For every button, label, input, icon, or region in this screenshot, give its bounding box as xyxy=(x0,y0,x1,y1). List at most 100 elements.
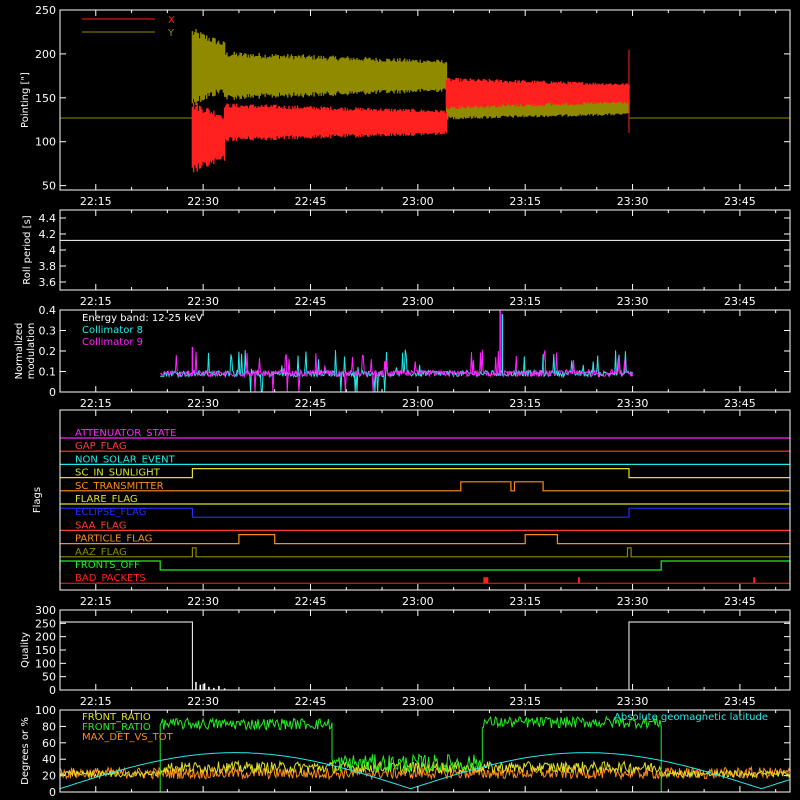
quality-xtick-label: 22:30 xyxy=(187,695,219,708)
roll-xtick-label: 22:30 xyxy=(187,295,219,308)
ratios-legend-label-latitude: Absolute geomagnetic latitude xyxy=(614,712,768,723)
modulation-xtick-label: 22:45 xyxy=(295,397,327,410)
flags-line-sc-in-sunlight xyxy=(60,468,790,479)
flags-bad-packet-mark xyxy=(483,577,489,584)
flags-label-bad-packets: BAD_PACKETS xyxy=(75,573,146,584)
pointing-ytick-label: 100 xyxy=(35,136,56,149)
quality-ytick-label: 200 xyxy=(35,631,56,644)
pointing-ytick-label: 200 xyxy=(35,48,56,61)
flags-line-fronts-off xyxy=(59,560,791,571)
quality-ytick-label: 100 xyxy=(35,657,56,670)
pointing-xtick-label: 23:45 xyxy=(724,195,756,208)
pointing-xtick-label: 22:15 xyxy=(80,195,112,208)
ratios-series-latitude xyxy=(60,752,790,790)
flags-line-particle-flag xyxy=(60,534,790,545)
flags-label-fronts-off: FRONTS_OFF xyxy=(75,560,140,571)
quality-xtick-label: 23:30 xyxy=(617,695,649,708)
flags-label-sc-transmitter: SC_TRANSMITTER xyxy=(75,481,164,492)
pointing-frame xyxy=(59,9,791,191)
ratios-ytick-label: 100 xyxy=(35,704,56,717)
pointing-ytick-label: 150 xyxy=(35,92,56,105)
modulation-ylabel-2: modulation xyxy=(26,323,37,380)
flags-label-attenuator-state: ATTENUATOR_STATE xyxy=(75,428,176,439)
modulation-ylabel-1: Normalized xyxy=(14,323,25,380)
flags-label-eclipse-flag: ECLIPSE_FLAG xyxy=(75,507,146,518)
modulation-annotation: Energy band: 12-25 keV xyxy=(82,313,203,324)
roll-xtick-label: 23:15 xyxy=(509,295,541,308)
flags-label-saa-flag: SAA_FLAG xyxy=(75,520,126,531)
pointing-series-y xyxy=(191,29,630,120)
pointing-ylabel: Pointing ["] xyxy=(20,72,31,128)
ratios-series-front-ratio-green xyxy=(60,715,790,792)
ratios-legend-label-0: FRONT_RATIO xyxy=(82,712,151,723)
flags-line-sc-transmitter xyxy=(60,481,790,492)
flags-ylabel: Flags xyxy=(32,487,43,513)
modulation-legend-label-c9: Collimator 9 xyxy=(82,337,143,348)
ratios-frame xyxy=(59,709,791,793)
quality-ytick-label: 0 xyxy=(49,684,56,697)
ratios-series-max-det xyxy=(60,765,790,781)
quality-ytick-label: 50 xyxy=(42,671,56,684)
flags-label-flare-flag: FLARE_FLAG xyxy=(75,494,138,505)
ratios-series-front-ratio-yellow xyxy=(60,759,790,779)
modulation-series-c9 xyxy=(160,349,633,392)
pointing-legend-label-y: Y xyxy=(167,28,175,39)
modulation-xtick-label: 22:30 xyxy=(187,397,219,410)
quality-xtick-label: 22:45 xyxy=(295,695,327,708)
modulation-xtick-label: 22:15 xyxy=(80,397,112,410)
quality-xtick-label: 22:15 xyxy=(80,695,112,708)
modulation-legend-label-c8: Collimator 8 xyxy=(82,325,143,336)
flags-bad-packet-mark xyxy=(753,577,756,584)
flags-xtick-label: 23:15 xyxy=(509,595,541,608)
quality-xtick-label: 23:15 xyxy=(509,695,541,708)
roll-xtick-label: 23:30 xyxy=(617,295,649,308)
roll-xtick-label: 23:45 xyxy=(724,295,756,308)
pointing-ytick-label: 250 xyxy=(35,4,56,17)
pointing-xtick-label: 22:45 xyxy=(295,195,327,208)
roll-frame xyxy=(59,209,791,291)
modulation-plot xyxy=(159,310,633,392)
ratios-legend-label-2: MAX_DET_VS_TOT xyxy=(82,732,174,743)
roll-ytick-label: 3.6 xyxy=(39,276,57,289)
quality-xtick-label: 23:00 xyxy=(402,695,434,708)
roll-ytick-label: 4.4 xyxy=(39,212,57,225)
quality-xtick-label: 23:45 xyxy=(724,695,756,708)
pointing-series-x xyxy=(191,77,630,173)
modulation-ytick-label: 0.4 xyxy=(39,304,57,317)
ratios-plot xyxy=(60,715,790,792)
modulation-xtick-label: 23:15 xyxy=(509,397,541,410)
roll-xtick-label: 23:00 xyxy=(402,295,434,308)
quality-ylabel: Quality xyxy=(20,632,31,668)
ratios-ytick-label: 60 xyxy=(42,737,56,750)
flags-label-sc-in-sunlight: SC_IN_SUNLIGHT xyxy=(75,468,161,479)
pointing-xtick-label: 22:30 xyxy=(187,195,219,208)
flags-xtick-label: 22:45 xyxy=(295,595,327,608)
modulation-ytick-label: 0 xyxy=(49,386,56,399)
roll-xtick-label: 22:15 xyxy=(80,295,112,308)
ratios-legend-label-1: FRONT_RATIO xyxy=(82,722,151,733)
flags-bad-packet-mark xyxy=(577,577,580,584)
quality-ytick-label: 150 xyxy=(35,644,56,657)
modulation-xtick-label: 23:00 xyxy=(402,397,434,410)
modulation-ytick-label: 0.2 xyxy=(39,345,57,358)
flags-frame xyxy=(59,409,791,591)
quality-series-line xyxy=(60,621,790,691)
ratios-ytick-label: 20 xyxy=(42,770,56,783)
flags-xtick-label: 23:45 xyxy=(724,595,756,608)
modulation-ytick-label: 0.1 xyxy=(39,366,57,379)
pointing-xtick-label: 23:30 xyxy=(617,195,649,208)
flags-line-eclipse-flag xyxy=(59,507,791,518)
flags-line-aaz-flag xyxy=(60,547,790,558)
modulation-ytick-label: 0.3 xyxy=(39,325,57,338)
flags-label-particle-flag: PARTICLE_FLAG xyxy=(75,534,152,545)
roll-xtick-label: 22:45 xyxy=(295,295,327,308)
pointing-plot xyxy=(60,29,790,173)
roll-ylabel: Roll period [s] xyxy=(22,215,33,284)
quality-ytick-label: 250 xyxy=(35,617,56,630)
flags-label-non-solar-event: NON_SOLAR_EVENT xyxy=(75,454,176,465)
modulation-frame xyxy=(59,309,791,393)
quality-ytick-label: 300 xyxy=(35,604,56,617)
ratios-ytick-label: 0 xyxy=(49,786,56,799)
